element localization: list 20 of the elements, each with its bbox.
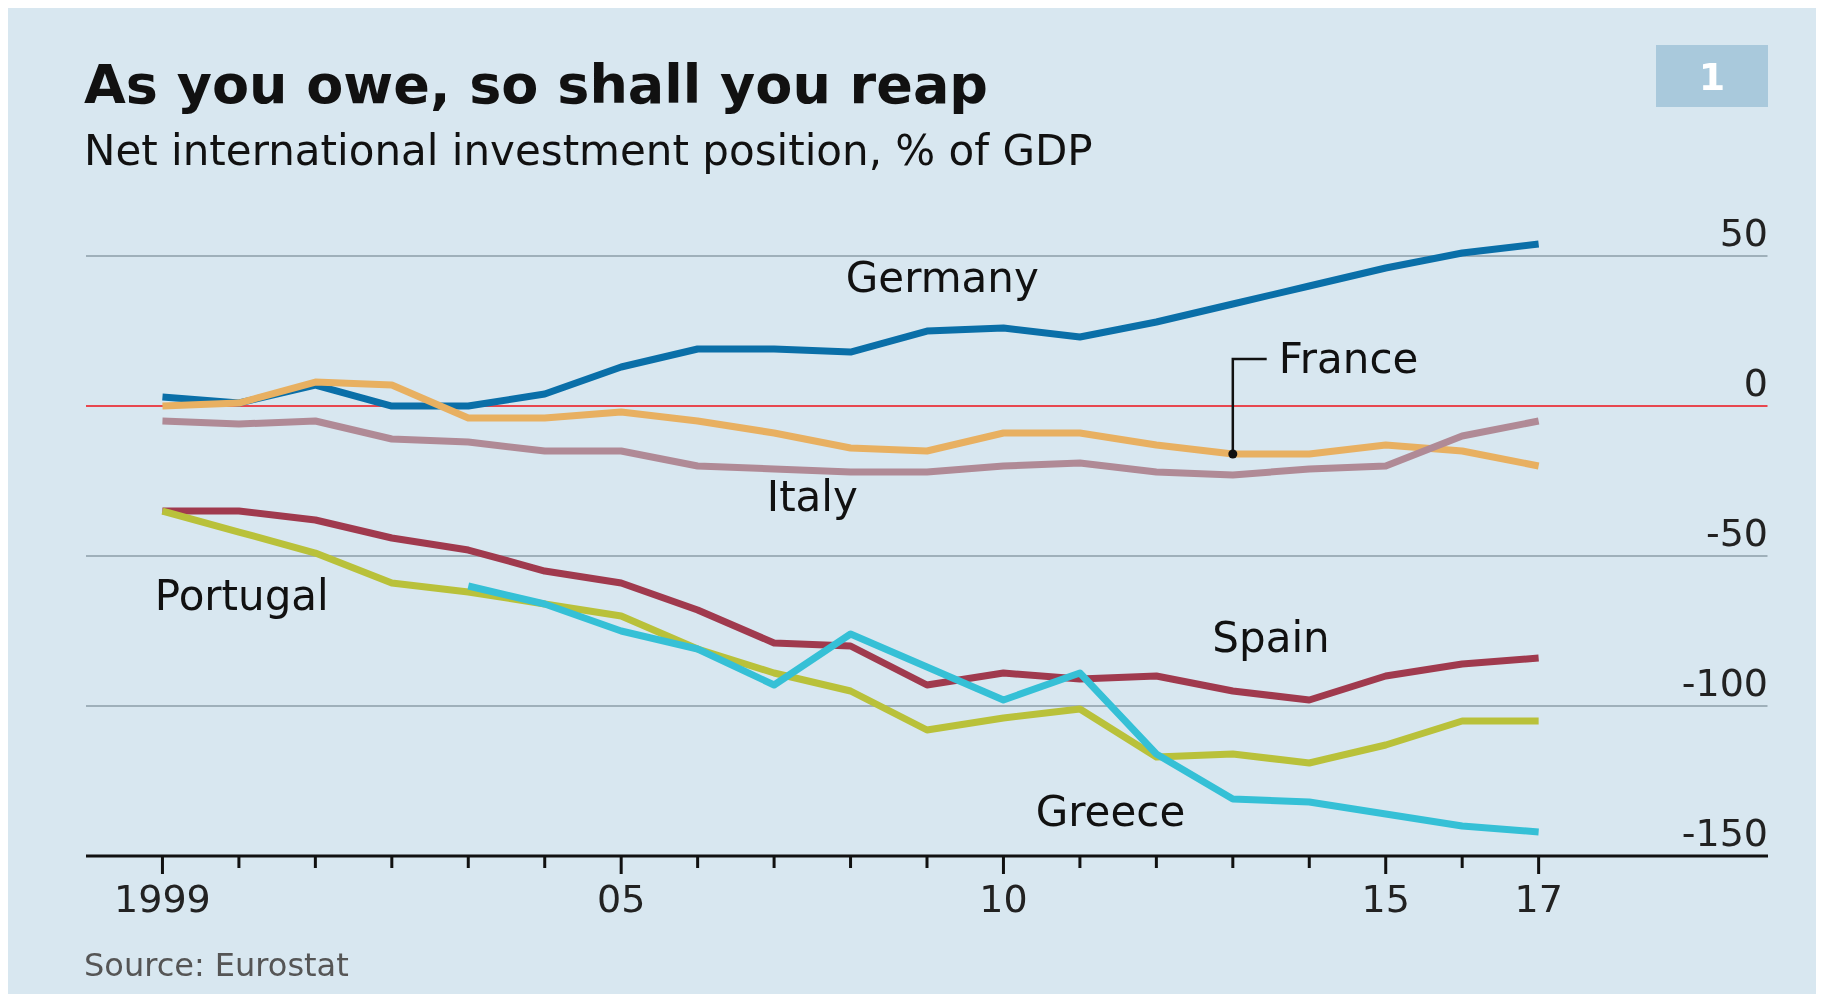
y-tick-label: -100 (1681, 661, 1768, 705)
source-note: Source: Eurostat (84, 946, 349, 984)
x-tick-label: 17 (1514, 877, 1563, 921)
x-tick-label: 10 (979, 877, 1028, 921)
series-label: Italy (766, 472, 858, 521)
x-tick-label: 05 (597, 877, 646, 921)
y-tick-label: 50 (1719, 211, 1768, 255)
y-tick-label: 0 (1743, 361, 1768, 405)
series-label: Greece (1035, 787, 1186, 836)
series-label: Portugal (154, 571, 329, 620)
series-label: Germany (845, 253, 1039, 302)
chart-title: As you owe, so shall you reap (84, 53, 988, 116)
y-tick-label: -150 (1681, 811, 1768, 855)
series-label: France (1278, 334, 1419, 383)
y-tick-label: -50 (1705, 511, 1768, 555)
x-tick-label: 1999 (114, 877, 211, 921)
series-label: Spain (1212, 613, 1330, 662)
text: 1 (1698, 55, 1726, 99)
chart-subtitle: Net international investment position, % of GDP (84, 126, 1093, 175)
x-tick-label: 15 (1361, 877, 1410, 921)
